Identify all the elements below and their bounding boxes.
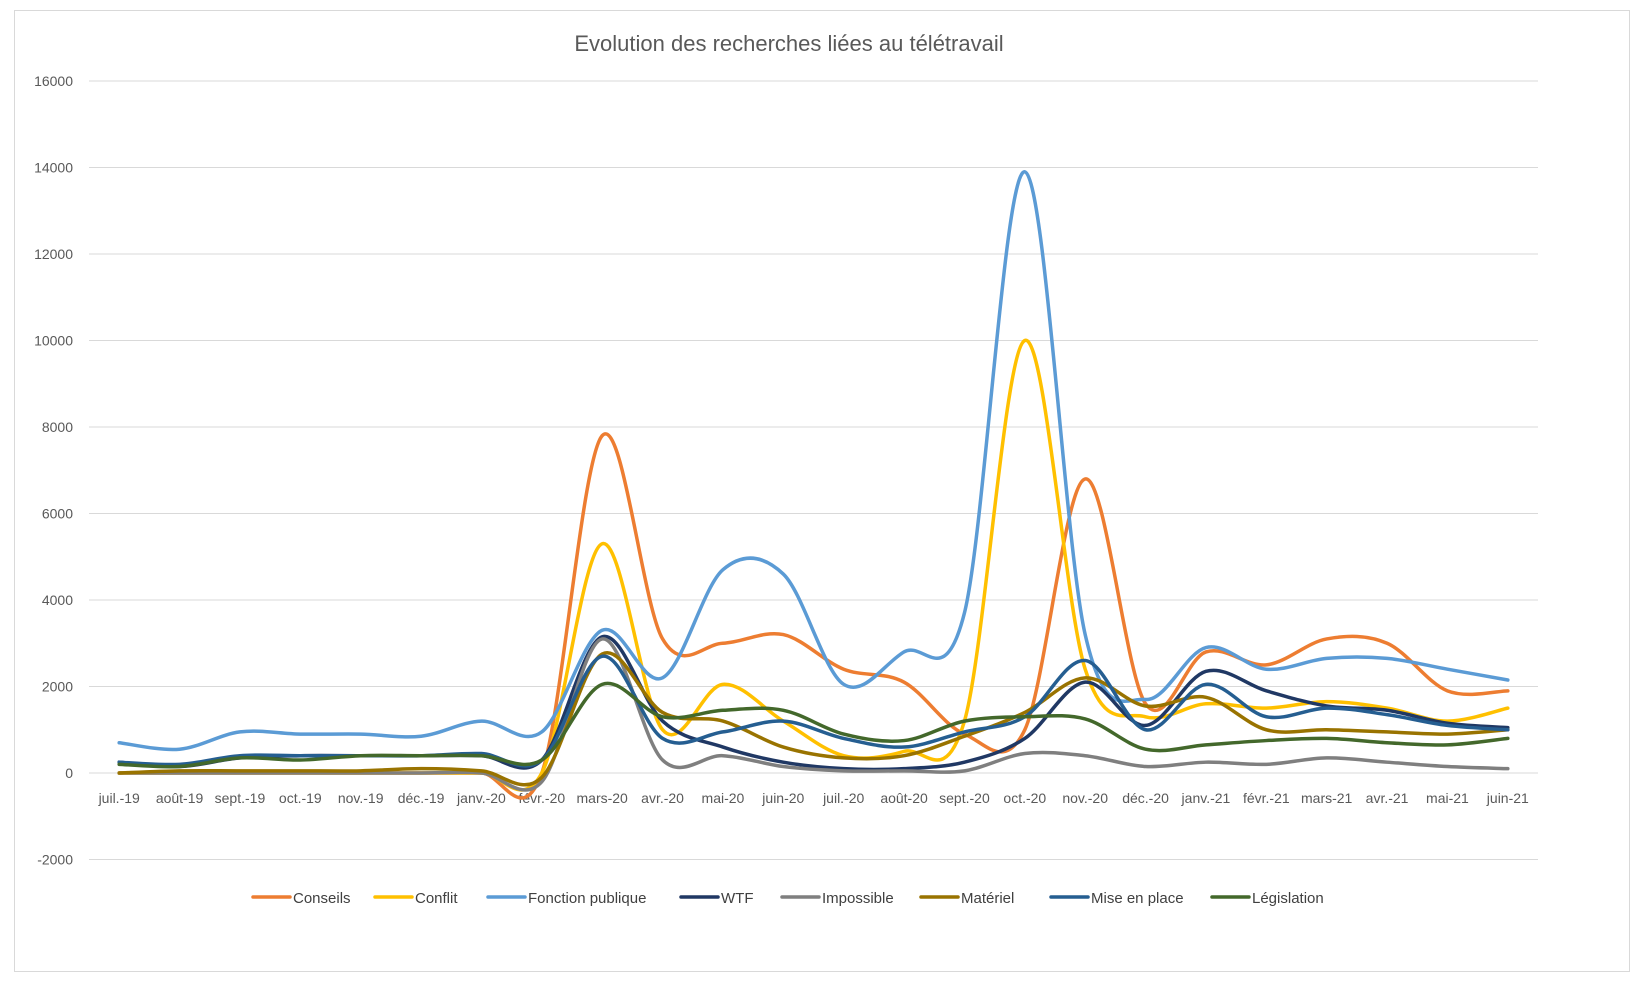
x-tick-label: avr.-21 xyxy=(1366,790,1409,806)
legend: Conseils Conflit Fonction publique WTF Impos… xyxy=(251,890,1324,907)
y-tick-label: 16000 xyxy=(34,73,73,89)
legend-item: Matériel xyxy=(919,890,1014,907)
x-tick-label: juil.-20 xyxy=(822,790,864,806)
x-tick-label: mai-21 xyxy=(1426,790,1469,806)
y-tick-label: 14000 xyxy=(34,160,73,176)
y-tick-label: 0 xyxy=(65,765,73,781)
x-tick-label: sept.-19 xyxy=(215,790,266,806)
series-lines xyxy=(117,170,1510,800)
x-tick-label: déc.-20 xyxy=(1122,790,1169,806)
x-tick-label: août-20 xyxy=(880,790,928,806)
x-tick-label: mars-21 xyxy=(1301,790,1353,806)
legend-item: Impossible xyxy=(780,890,894,907)
x-tick-label: janv.-21 xyxy=(1181,790,1231,806)
chart-area: -2000 0 2000 4000 6000 8000 10000 12000 14000 160… xyxy=(14,10,1630,972)
x-tick-label: oct.-20 xyxy=(1003,790,1046,806)
legend-item: Mise en place xyxy=(1049,890,1184,907)
series-line-mat-riel xyxy=(117,651,1510,787)
x-tick-label: févr.-21 xyxy=(1243,790,1290,806)
x-tick-label: avr.-20 xyxy=(641,790,684,806)
legend-label: Fonction publique xyxy=(528,890,646,907)
y-axis: -2000 0 2000 4000 6000 8000 10000 12000 14000 160… xyxy=(34,73,73,868)
legend-label: Législation xyxy=(1252,890,1324,907)
x-tick-label: déc.-19 xyxy=(398,790,445,806)
y-tick-label: 10000 xyxy=(34,333,73,349)
x-tick-label: mai-20 xyxy=(702,790,745,806)
x-tick-label: sept.-20 xyxy=(939,790,990,806)
x-tick-label: janv.-20 xyxy=(456,790,506,806)
legend-item: Législation xyxy=(1210,890,1324,907)
legend-label: Conflit xyxy=(415,890,458,907)
x-tick-label: mars-20 xyxy=(577,790,629,806)
legend-item: Conseils xyxy=(251,890,351,907)
chart-title: Evolution des recherches liées au télétr… xyxy=(574,31,1003,56)
legend-label: Matériel xyxy=(961,890,1014,907)
legend-item: Conflit xyxy=(373,890,458,907)
y-tick-label: 2000 xyxy=(42,679,73,695)
legend-label: WTF xyxy=(721,890,753,907)
series-line-conseils xyxy=(117,432,1510,800)
legend-label: Impossible xyxy=(822,890,894,907)
x-tick-label: juil.-19 xyxy=(98,790,140,806)
y-tick-label: 12000 xyxy=(34,246,73,262)
legend-label: Conseils xyxy=(293,890,351,907)
series-line-fonction-publique xyxy=(117,170,1510,752)
x-tick-label: nov.-20 xyxy=(1062,790,1108,806)
legend-label: Mise en place xyxy=(1091,890,1184,907)
x-tick-label: août-19 xyxy=(156,790,204,806)
series-line-impossible xyxy=(117,637,1510,792)
y-tick-label: 4000 xyxy=(42,592,73,608)
line-chart: -2000 0 2000 4000 6000 8000 10000 12000 14000 160… xyxy=(34,31,1538,907)
series-line-mise-en-place xyxy=(117,654,1510,768)
y-tick-label: -2000 xyxy=(37,852,73,868)
y-tick-label: 8000 xyxy=(42,419,73,435)
legend-item: WTF xyxy=(679,890,753,907)
y-tick-label: 6000 xyxy=(42,506,73,522)
x-tick-label: juin-21 xyxy=(1486,790,1529,806)
x-tick-label: juin-20 xyxy=(761,790,804,806)
x-tick-label: oct.-19 xyxy=(279,790,322,806)
legend-item: Fonction publique xyxy=(486,890,646,907)
x-tick-label: nov.-19 xyxy=(338,790,384,806)
series-line-l-gislation xyxy=(117,681,1510,769)
x-axis: juil.-19 août-19 sept.-19 oct.-19 nov.-19 déc… xyxy=(98,790,1529,806)
